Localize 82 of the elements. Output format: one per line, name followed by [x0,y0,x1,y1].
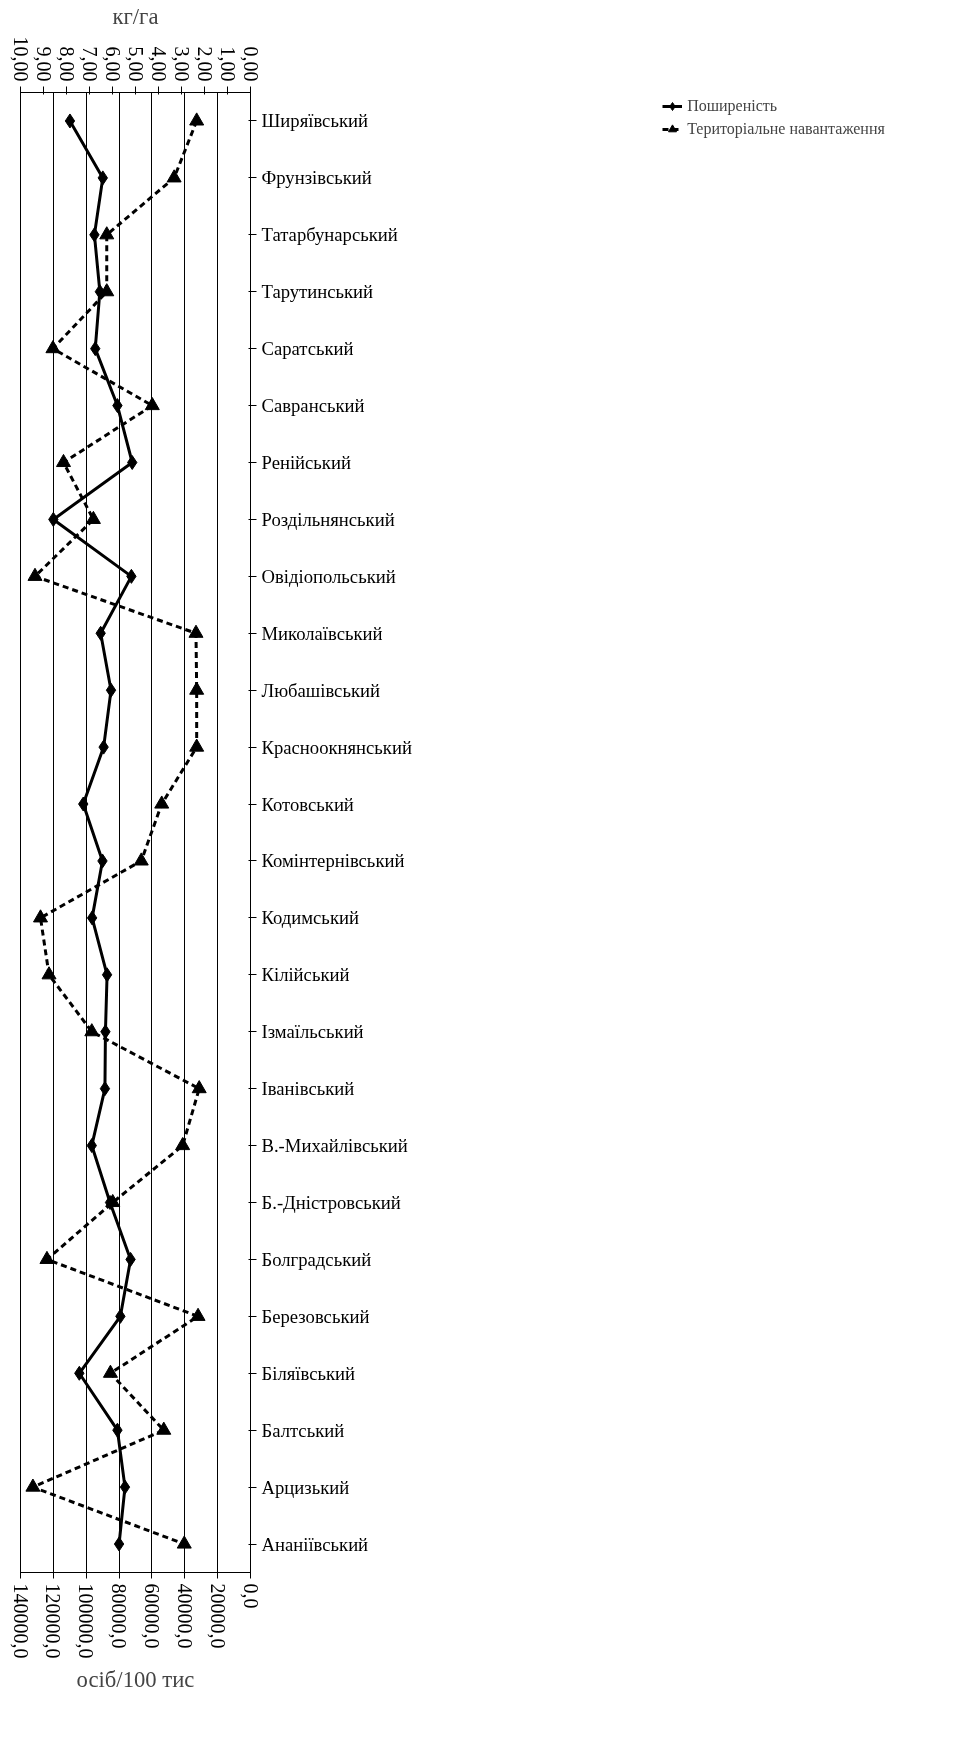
x-tick-label: 60000,0 [140,1583,163,1649]
y-tick-label: Ананіївський [261,1533,369,1555]
y-tick-label: Ізмаїльський [261,1021,364,1043]
point [127,455,138,470]
y-tick-label: Татарбунарський [261,224,398,246]
x2-tick-label: 5,00 [124,46,147,82]
y-tick-label: Роздільнянський [261,508,395,530]
y-tick-label: Арцизький [261,1476,350,1498]
y-tick-label: Овідіопольський [261,565,396,587]
y-tick-label: Красноокнянський [261,736,412,758]
point [39,1250,55,1264]
point [86,910,98,926]
point [189,681,205,695]
y-tick-label: Фрунзівський [261,167,372,189]
y-tick-label: Ренійський [261,452,351,473]
point [64,113,76,129]
x-tick-label: 120000,0 [42,1583,65,1659]
legend-label: Територіальне навантаження [687,120,885,138]
y-tick-label: Котовський [261,793,354,815]
y-tick-label: Савранський [261,395,365,417]
y-tick-label: Комінтернівський [261,850,405,872]
point [175,1136,191,1151]
point [188,624,204,638]
y-tick-label: Кілійський [261,964,350,986]
x2-tick-label: 4,00 [147,46,170,82]
y-tick-label: Б.-Дністровський [261,1192,401,1213]
point [176,1535,192,1549]
point [101,967,113,983]
x-tick-label: 40000,0 [173,1583,196,1649]
point [45,340,61,354]
y-tick-label: Балтський [261,1419,345,1441]
point [25,1478,41,1492]
x2-tick-label: 9,00 [32,46,55,82]
x2-tick-label: 8,00 [55,46,78,82]
y-tick-label: В.-Михайлівський [261,1135,408,1157]
point [166,169,182,183]
y-tick-label: Саратський [261,338,354,360]
x2-tick-label: 10,00 [9,36,32,82]
point [84,1023,100,1037]
y-tick-label: Миколаївський [261,622,383,644]
point [99,1081,111,1097]
point [105,1193,121,1208]
x-tick-label: 100000,0 [75,1583,98,1659]
x-tick-label: 0,0 [239,1583,262,1609]
x2-tick-label: 0,00 [239,46,262,82]
point [189,112,205,126]
y-tick-label: Кодимський [261,907,359,929]
point [27,567,43,581]
point [85,510,101,524]
x-tick-label: 140000,0 [9,1583,32,1659]
point [105,682,117,698]
point [113,1536,125,1552]
x2-tick-label: 7,00 [78,46,101,82]
point [41,966,57,980]
point [154,795,170,809]
y-tick-label: Березовський [261,1305,370,1327]
point [189,738,205,752]
point [144,396,160,411]
point [119,1479,131,1495]
x-tick-label: 20000,0 [206,1583,229,1649]
y-tick-label: Іванівський [261,1078,355,1100]
x2-tick-label: 6,00 [101,46,124,82]
y-tick-label: Болградський [261,1248,372,1270]
legend-label: Поширеність [687,97,778,115]
y-tick-label: Біляївський [261,1362,356,1384]
point [56,453,72,468]
y-tick-label: Тарутинський [261,281,374,303]
x2-tick-label: 1,00 [216,46,239,82]
x2-tick-label: 2,00 [193,46,216,82]
point [133,852,149,866]
point [191,1080,207,1094]
point [190,1307,206,1321]
x2-axis-title: кг/га [112,3,159,29]
point [156,1421,172,1435]
point [102,1364,118,1378]
x2-tick-label: 3,00 [170,46,193,82]
y-tick-label: Ширяївський [261,110,368,132]
y-tick-label: Любашівський [261,679,380,701]
x-tick-label: 80000,0 [108,1583,131,1649]
point [33,909,49,923]
point [99,226,115,240]
x-axis-title: осіб/100 тис [76,1666,195,1692]
